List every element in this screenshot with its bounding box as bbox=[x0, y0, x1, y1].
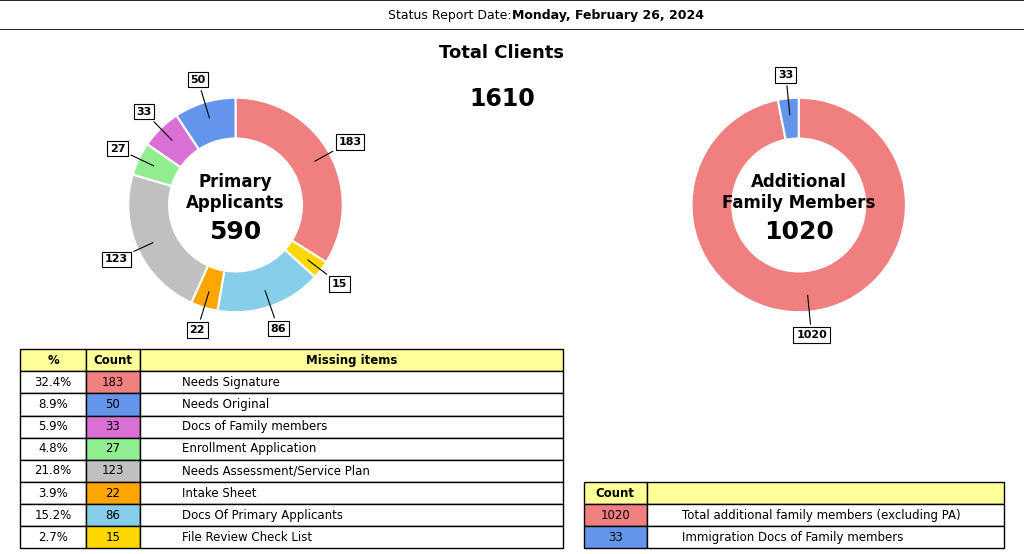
Text: 1020: 1020 bbox=[797, 295, 827, 340]
Wedge shape bbox=[778, 98, 799, 140]
Text: 123: 123 bbox=[105, 243, 153, 264]
Wedge shape bbox=[191, 265, 224, 311]
Text: 50: 50 bbox=[190, 75, 210, 118]
Wedge shape bbox=[236, 98, 343, 262]
Wedge shape bbox=[217, 250, 315, 312]
Text: 27: 27 bbox=[110, 143, 154, 166]
Wedge shape bbox=[285, 240, 327, 277]
Text: Monday, February 26, 2024: Monday, February 26, 2024 bbox=[512, 9, 705, 22]
Text: 86: 86 bbox=[265, 291, 286, 334]
Text: 15: 15 bbox=[308, 260, 347, 289]
Wedge shape bbox=[147, 115, 199, 167]
Text: 33: 33 bbox=[778, 70, 794, 115]
Text: 590: 590 bbox=[209, 220, 262, 244]
Text: 183: 183 bbox=[315, 137, 361, 161]
Text: 22: 22 bbox=[189, 292, 209, 335]
Text: Status Report Date:: Status Report Date: bbox=[388, 9, 512, 22]
Text: Primary
Applicants: Primary Applicants bbox=[186, 173, 285, 212]
Wedge shape bbox=[176, 98, 236, 150]
Text: 1020: 1020 bbox=[764, 220, 834, 244]
Text: Total Clients: Total Clients bbox=[439, 44, 564, 61]
Text: Additional
Family Members: Additional Family Members bbox=[722, 173, 876, 212]
Wedge shape bbox=[133, 144, 181, 186]
Wedge shape bbox=[128, 175, 208, 302]
Wedge shape bbox=[691, 98, 906, 312]
Text: 1610: 1610 bbox=[469, 87, 535, 111]
Text: 33: 33 bbox=[136, 106, 172, 140]
